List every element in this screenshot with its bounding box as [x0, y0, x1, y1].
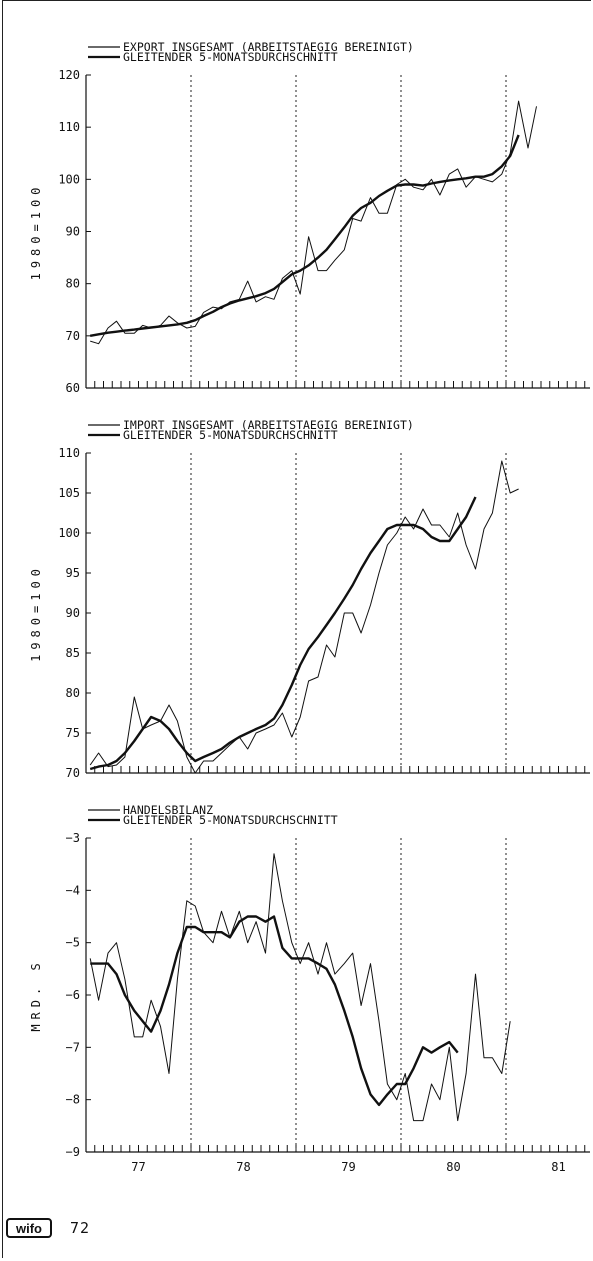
y-tick-label: −4: [66, 883, 80, 897]
wifo-logo: wifo: [6, 1218, 52, 1238]
y-tick-label: 85: [66, 646, 80, 660]
legend-label: HANDELSBILANZ: [123, 803, 213, 817]
y-tick-label: 75: [66, 726, 80, 740]
y-axis-label: 1980=100: [29, 183, 43, 281]
series-line-moving-average: [89, 134, 520, 337]
y-tick-label: −6: [66, 988, 80, 1002]
chart-panel-3: −9 −8 −7 −6 −5 −4 −3 MRD. S HANDELSBILANZGLEITEN…: [29, 803, 590, 1174]
y-tick-label: 80: [66, 686, 80, 700]
x-tick-label: 79: [341, 1160, 355, 1174]
series-line-moving-average: [90, 915, 459, 1107]
chart-panel-2: 70 75 80 85 90 95 100 105 110 1980=100 IMPORT INSG…: [29, 418, 590, 780]
y-tick-label: −8: [66, 1093, 80, 1107]
legend-label: GLEITENDER 5-MONATSDURCHSCHNITT: [123, 428, 338, 442]
y-axis-label: 1980=100: [29, 564, 43, 662]
y-tick-label: 120: [58, 68, 80, 82]
y-tick-label: −5: [66, 936, 80, 950]
series-line-raw: [90, 100, 537, 345]
y-tick-label: 70: [66, 329, 80, 343]
x-tick-label: 77: [131, 1160, 145, 1174]
series-line-raw: [89, 853, 511, 1122]
y-tick-label: −3: [66, 831, 80, 845]
y-tick-label: 100: [58, 172, 80, 186]
legend-label: GLEITENDER 5-MONATSDURCHSCHNITT: [123, 813, 338, 827]
y-tick-label: 70: [66, 766, 80, 780]
y-tick-label: 90: [66, 606, 80, 620]
x-tick-label: 81: [551, 1160, 565, 1174]
charts-canvas: 60 70 80 90 100 110 120 1980=100 EXPORT INSGESAM…: [29, 40, 590, 1174]
series-line-raw: [89, 460, 519, 774]
y-tick-label: 110: [58, 120, 80, 134]
x-tick-label: 78: [236, 1160, 250, 1174]
y-tick-label: 60: [66, 381, 80, 395]
y-tick-label: 100: [58, 526, 80, 540]
y-tick-label: 90: [66, 225, 80, 239]
legend-label: IMPORT INSGESAMT (ARBEITSTAEGIG BEREINIG…: [123, 418, 414, 432]
y-axis-label: MRD. S: [29, 958, 43, 1031]
page-number: 72: [70, 1219, 91, 1237]
y-tick-label: −7: [66, 1040, 80, 1054]
series-line-moving-average: [89, 496, 477, 771]
legend-label: GLEITENDER 5-MONATSDURCHSCHNITT: [123, 50, 338, 64]
legend-label: EXPORT INSGESAMT (ARBEITSTAEGIG BEREINIG…: [123, 40, 414, 54]
x-tick-label: 80: [446, 1160, 460, 1174]
y-tick-label: 110: [58, 446, 80, 460]
y-tick-label: 105: [58, 486, 80, 500]
y-tick-label: −9: [66, 1145, 80, 1159]
y-tick-label: 80: [66, 277, 80, 291]
y-tick-label: 95: [66, 566, 80, 580]
svg-text:wifo: wifo: [15, 1221, 42, 1236]
chart-panel-1: 60 70 80 90 100 110 120 1980=100 EXPORT INSGESAM…: [29, 40, 590, 395]
